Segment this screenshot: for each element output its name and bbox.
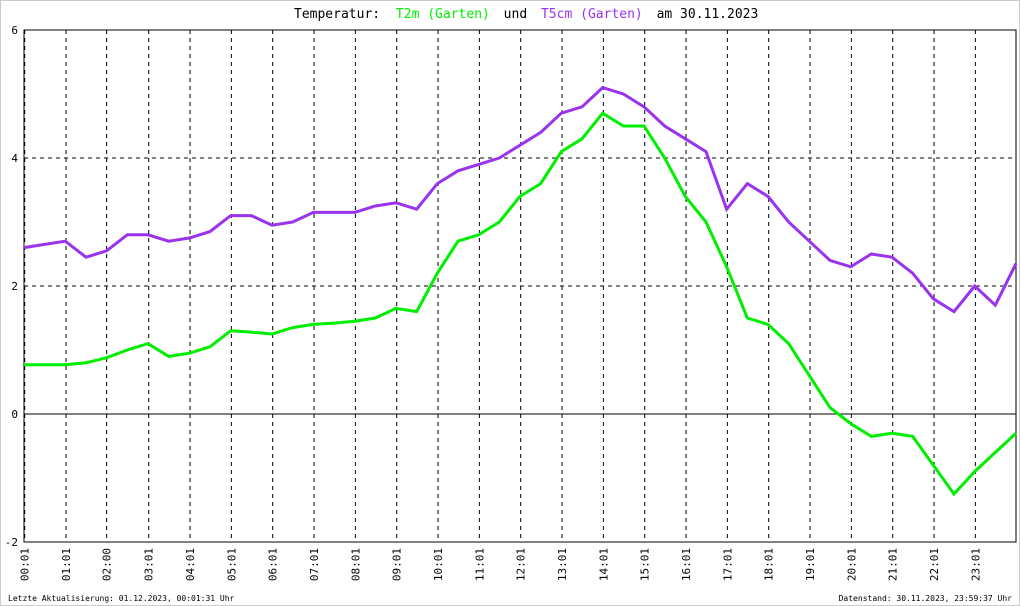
x-tick-label: 17:01	[721, 548, 734, 581]
title-series-2: T5cm (Garten)	[541, 7, 643, 22]
x-tick-label: 01:01	[60, 548, 73, 581]
x-tick-label: 05:01	[225, 548, 238, 581]
x-tick-label: 12:01	[515, 548, 528, 581]
footer-left: Letzte Aktualisierung: 01.12.2023, 00:01…	[8, 594, 235, 603]
y-tick-label: 0	[11, 408, 18, 421]
title-series-1: T2m (Garten)	[396, 7, 490, 22]
x-tick-label: 10:01	[432, 548, 445, 581]
title-suffix: am 30.11.2023	[657, 7, 759, 22]
x-tick-label: 19:01	[804, 548, 817, 581]
series-line	[24, 111, 1018, 497]
x-tick-label: 22:01	[928, 548, 941, 581]
x-tick-label: 13:01	[556, 548, 569, 581]
x-tick-label: 00:01	[19, 548, 32, 581]
x-tick-label: 23:01	[969, 548, 982, 581]
x-tick-label: 07:01	[308, 548, 321, 581]
y-tick-label: -2	[5, 536, 18, 549]
x-tick-label: 08:01	[349, 548, 362, 581]
y-tick-label: 2	[11, 280, 18, 293]
x-tick-label: 18:01	[763, 548, 776, 581]
x-tick-label: 03:01	[143, 548, 156, 581]
x-tick-label: 02:00	[101, 548, 114, 581]
x-tick-label: 04:01	[184, 548, 197, 581]
x-tick-label: 11:01	[473, 548, 486, 581]
y-tick-label: 4	[11, 152, 18, 165]
title-joiner: und	[504, 7, 527, 22]
x-tick-label: 21:01	[887, 548, 900, 581]
x-tick-label: 20:01	[845, 548, 858, 581]
y-tick-label: 6	[11, 24, 18, 37]
x-tick-label: 06:01	[267, 548, 280, 581]
x-tick-label: 09:01	[391, 548, 404, 581]
x-tick-label: 15:01	[639, 548, 652, 581]
x-tick-label: 16:01	[680, 548, 693, 581]
chart-title: Temperatur: T2m (Garten) und T5cm (Garte…	[294, 7, 758, 22]
series-line	[23, 85, 1018, 314]
title-prefix: Temperatur:	[294, 7, 380, 22]
footer-right: Datenstand: 30.11.2023, 23:59:37 Uhr	[839, 594, 1013, 603]
x-tick-label: 14:01	[597, 548, 610, 581]
